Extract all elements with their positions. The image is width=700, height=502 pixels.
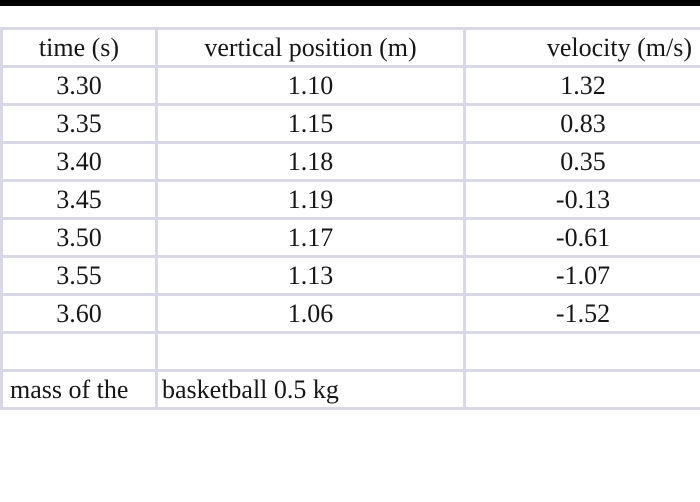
- mass-note-left-cell: mass of the: [0, 369, 158, 410]
- time-cell: 3.40: [0, 141, 158, 182]
- mass-note-row: mass of the basketball 0.5 kg: [0, 369, 700, 410]
- time-cell: 3.55: [0, 255, 158, 296]
- table-row: 3.35 1.15 0.83: [0, 103, 700, 144]
- table-row: 3.60 1.06 -1.52: [0, 293, 700, 334]
- empty-cell: [155, 331, 466, 372]
- time-cell: 3.30: [0, 65, 158, 106]
- header-time: time (s): [0, 27, 158, 68]
- empty-cell: [0, 331, 158, 372]
- table-row: 3.55 1.13 -1.07: [0, 255, 700, 296]
- top-bar: [0, 0, 700, 6]
- header-velocity: velocity (m/s): [463, 27, 700, 68]
- table-row: 3.45 1.19 -0.13: [0, 179, 700, 220]
- position-cell: 1.19: [155, 179, 466, 220]
- table-row: 3.30 1.10 1.32: [0, 65, 700, 106]
- time-cell: 3.50: [0, 217, 158, 258]
- table-row: 3.50 1.17 -0.61: [0, 217, 700, 258]
- table-row: 3.40 1.18 0.35: [0, 141, 700, 182]
- position-cell: 1.13: [155, 255, 466, 296]
- time-cell: 3.35: [0, 103, 158, 144]
- empty-cell: [463, 331, 700, 372]
- position-cell: 1.10: [155, 65, 466, 106]
- position-cell: 1.17: [155, 217, 466, 258]
- velocity-cell: -1.52: [463, 293, 700, 334]
- mass-note-right-cell: basketball 0.5 kg: [155, 369, 466, 410]
- empty-cell: [463, 369, 700, 410]
- velocity-cell: 1.32: [463, 65, 700, 106]
- position-cell: 1.06: [155, 293, 466, 334]
- velocity-cell: 0.83: [463, 103, 700, 144]
- velocity-cell: -1.07: [463, 255, 700, 296]
- header-vertical-position: vertical position (m): [155, 27, 466, 68]
- position-cell: 1.15: [155, 103, 466, 144]
- time-cell: 3.45: [0, 179, 158, 220]
- empty-row: [0, 331, 700, 372]
- time-cell: 3.60: [0, 293, 158, 334]
- header-row: time (s) vertical position (m) velocity …: [0, 27, 700, 68]
- velocity-cell: 0.35: [463, 141, 700, 182]
- velocity-cell: -0.61: [463, 217, 700, 258]
- velocity-cell: -0.13: [463, 179, 700, 220]
- position-cell: 1.18: [155, 141, 466, 182]
- data-table: time (s) vertical position (m) velocity …: [0, 27, 700, 410]
